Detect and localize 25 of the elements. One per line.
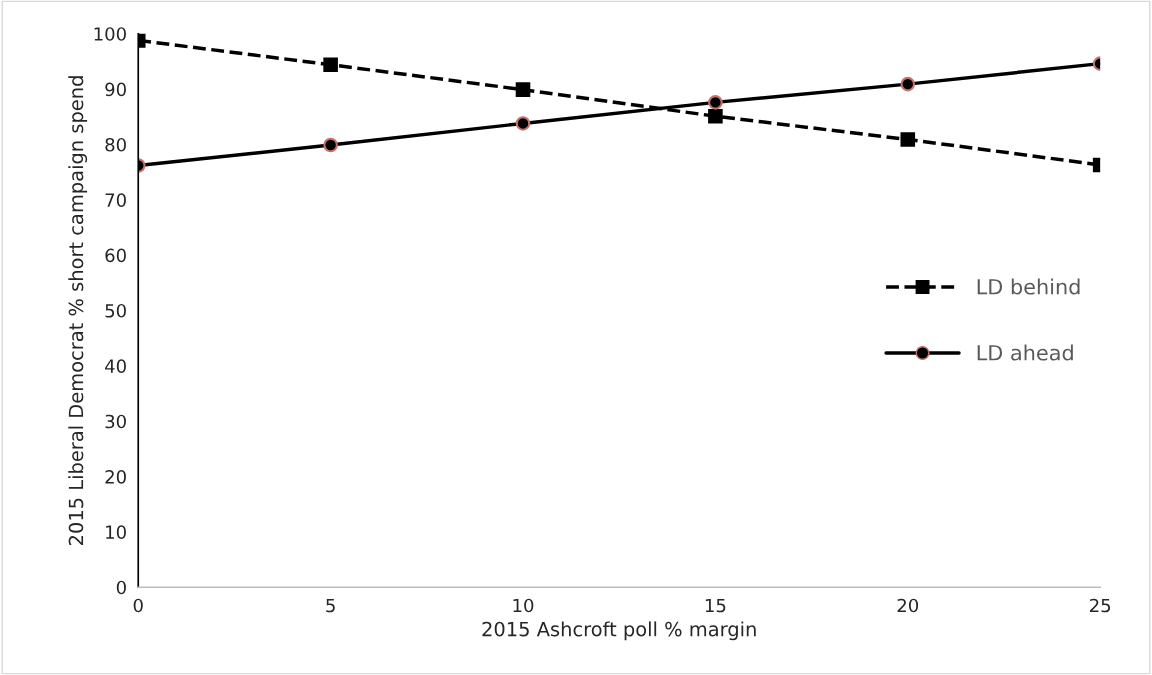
y-tick-label: 80 [105,137,126,152]
point [515,116,531,131]
y-tick-label: 0 [116,580,126,595]
x-tick-label: 15 [705,598,726,613]
y-tick-label: 20 [105,470,126,484]
point [708,95,723,110]
x-tick-label: 5 [326,598,335,613]
point [515,82,531,97]
x-tick-label: 20 [897,598,919,613]
point [708,108,723,124]
y-tick-label: 100 [94,27,126,41]
x-tick-label: 10 [513,598,534,613]
x-tick-label: 25 [1090,598,1111,613]
y-tick-label: 70 [105,193,126,207]
legend-label: LD ahead [977,344,1073,361]
x-axis-title: 2015 Ashcroft poll % margin [482,621,756,641]
y-axis-title: 2015 Liberal Democrat % short campaign spend [68,76,88,545]
y-tick-label: 90 [105,82,126,97]
y-tick-label: 30 [105,414,126,429]
y-tick-label: 50 [105,303,126,318]
y-tick-label: 40 [105,359,126,373]
y-tick-label: 60 [105,248,126,263]
x-tick-label: 0 [133,598,143,613]
y-tick-label: 10 [106,525,126,540]
legend-label: LD behind [977,278,1080,295]
